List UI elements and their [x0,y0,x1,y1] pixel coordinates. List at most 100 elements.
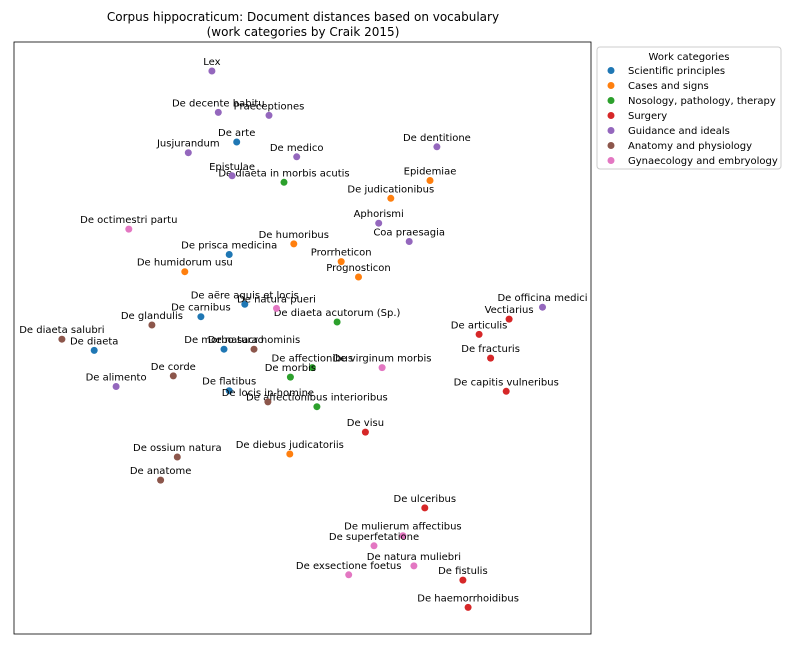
legend-marker-guidance-and-ideals [607,127,615,134]
legend-marker-anatomy-and-physiology [607,142,615,149]
point-prognosticon [355,273,362,281]
point-label-de-fistulis: De fistulis [438,566,488,577]
point-label-de-diaeta-in-morbis-acutis: De diaeta in morbis acutis [218,168,349,179]
point-de-haemorrhoidibus [464,603,472,611]
point-de-medico [293,153,301,161]
point-epidemiae [426,177,434,184]
point-de-natura-hominis [250,345,258,353]
point-label-de-morbis: De morbis [265,363,316,374]
point-de-natura-muliebri [410,562,418,570]
legend-entry-cases-and-signs: Cases and signs [628,81,709,92]
point-de-visu [361,428,369,436]
point-label-de-haemorrhoidibus: De haemorrhoidibus [417,593,519,604]
point-label-de-locis-in-homine: De locis in homine [222,388,314,399]
point-label-de-diaeta: De diaeta [70,336,119,347]
point-aphorismi [375,219,383,227]
point-label-de-officina-medici: De officina medici [497,293,587,304]
point-de-ossium-natura [173,453,181,461]
point-de-corde [169,372,177,380]
point-de-articulis [475,330,483,338]
point-de-flatibus [225,387,233,395]
point-label-de-ulceribus: De ulceribus [394,494,457,505]
point-de-diaeta-salubri [58,335,66,343]
point-label-de-affectionibus: De affectionibus [272,354,354,365]
point-label-de-articulis: De articulis [451,320,508,331]
point-de-mulierum-affectibus [399,532,407,540]
point-label-de-capitis-vulneribus: De capitis vulneribus [454,377,559,388]
point-de-morbis [286,373,294,381]
point-label-de-carnibus: De carnibus [171,303,231,314]
point-vectiarius [505,315,513,323]
point-label-praeceptiones: Praeceptiones [234,101,305,112]
point-lex [208,67,216,75]
point-label-de-natura-muliebri: De natura muliebri [367,552,461,563]
point-label-de-anatome: De anatome [130,466,192,477]
point-label-aphorismi: Aphorismi [354,209,404,220]
point-de-humidorum-usu [181,268,189,276]
point-de-judicationibus [387,194,395,202]
point-label-epidemiae: Epidemiae [404,167,457,178]
point-label-de-corde: De corde [151,362,196,373]
point-label-de-virginum-morbis: De virginum morbis [333,354,432,365]
point-label-de-superfetatione: De superfetatione [329,532,419,543]
point-label-de-humidorum-usu: De humidorum usu [137,258,233,269]
point-label-de-natura-hominis: De natura hominis [208,335,300,346]
point-de-affectionibus-interioribus [313,403,321,411]
point-label-epistulae: Epistulae [209,162,255,173]
point-label-de-diebus-judicatoriis: De diebus judicatoriis [236,440,344,451]
legend-frame [596,46,782,170]
point-label-jusjurandum: Jusjurandum [156,139,220,150]
point-label-coa-praesagia: Coa praesagia [373,228,445,239]
point-label-prorrheticon: Prorrheticon [311,248,372,259]
plot-frame [13,41,592,635]
point-label-vectiarius: Vectiarius [485,305,534,316]
point-label-de-glandulis: De glandulis [121,311,183,322]
point-de-natura-pueri [273,304,280,312]
point-de-glandulis [148,321,156,329]
point-label-de-aere-aquis-et-locis: De aëre aquis et locis [191,290,299,301]
point-coa-praesagia [405,238,413,245]
point-de-diaeta [90,346,98,354]
legend-marker-scientific-principles [607,67,615,74]
point-label-de-medico: De medico [270,143,324,154]
point-label-de-fracturis: De fracturis [461,344,520,355]
point-praeceptiones [265,111,273,119]
chart-title: Corpus hippocraticum: Document distances… [107,10,499,24]
point-label-prognosticon: Prognosticon [326,263,391,274]
point-de-arte [233,138,241,146]
point-label-de-diaeta-acutorum-sp: De diaeta acutorum (Sp.) [274,308,401,319]
point-label-de-prisca-medicina: De prisca medicina [181,241,277,252]
legend-marker-gynaecology-and-embryology [607,157,615,164]
point-de-aere-aquis-et-locis [241,300,249,308]
point-label-de-mulierum-affectibus: De mulierum affectibus [344,522,461,533]
point-label-de-octimestri-partu: De octimestri partu [80,215,177,226]
point-label-de-flatibus: De flatibus [202,377,256,388]
point-label-de-affectionibus-interioribus: De affectionibus interioribus [246,393,388,404]
point-de-diaeta-acutorum-sp [333,318,341,326]
legend-entry-gynaecology-and-embryology: Gynaecology and embryology [628,156,778,167]
point-label-de-ossium-natura: De ossium natura [133,443,222,454]
point-label-lex: Lex [203,57,220,68]
point-de-alimento [112,383,120,390]
point-label-de-natura-pueri: De natura pueri [237,294,316,305]
legend-marker-surgery [607,112,615,119]
point-de-humoribus [290,240,298,248]
legend-entry-surgery: Surgery [628,111,667,122]
legend-entry-scientific-principles: Scientific principles [628,66,725,77]
point-de-officina-medici [539,303,546,311]
point-label-de-humoribus: De humoribus [259,230,329,241]
point-label-de-visu: De visu [347,418,384,429]
point-label-de-diaeta-salubri: De diaeta salubri [19,325,104,336]
point-label-de-alimento: De alimento [86,373,147,384]
point-de-decente-habitu [214,108,222,116]
point-de-morbo-sacro [220,345,228,353]
legend-title: Work categories [649,52,730,63]
point-de-locis-in-homine [264,398,272,406]
point-de-prisca-medicina [225,251,233,258]
point-de-anatome [157,476,165,484]
point-label-de-arte: De arte [218,128,255,139]
point-label-de-judicationibus: De judicationibus [347,184,434,195]
point-epistulae [228,172,236,180]
point-de-dentitione [433,143,441,151]
